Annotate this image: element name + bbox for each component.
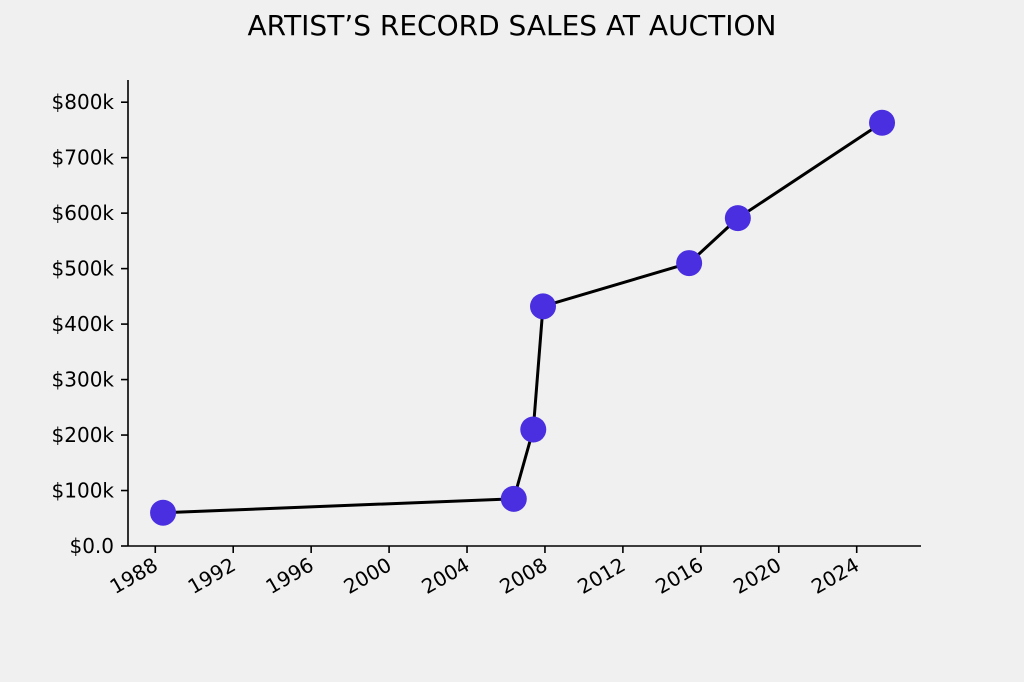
data-point [869,109,896,136]
y-tick-label: $300k [52,368,115,392]
x-tick-label: 2004 [417,553,473,599]
x-tick-label: 2016 [651,553,707,599]
y-tick-label: $0.0 [69,534,114,558]
x-tick-label: 1988 [106,553,162,599]
y-tick-label: $100k [52,479,115,503]
x-tick-label: 2000 [339,553,395,599]
x-tick-label: 2024 [807,553,863,599]
y-tick-label: $200k [52,423,115,447]
ticks: 1988 1992 1996 2000 2004 2008 2012 2016 2020 2024… [52,90,864,599]
series [150,109,896,526]
chart-title: ARTIST’S RECORD SALES AT AUCTION [248,9,777,42]
y-tick-label: $800k [52,90,115,114]
x-tick-label: 2008 [495,553,551,599]
x-tick-label: 2012 [573,553,629,599]
data-point [676,250,703,277]
y-tick-label: $700k [52,146,115,170]
x-tick-label: 1992 [184,553,240,599]
series-line [163,121,883,515]
x-tick-label: 1996 [262,553,318,599]
data-point [530,293,557,320]
x-tick-label: 2020 [729,553,785,599]
y-tick-label: $600k [52,201,115,225]
axes [127,80,921,547]
y-tick-label: $400k [52,312,115,336]
data-point [150,499,177,526]
y-tick-label: $500k [52,257,115,281]
data-point [500,485,527,512]
data-point [724,205,751,232]
data-point [520,416,547,443]
